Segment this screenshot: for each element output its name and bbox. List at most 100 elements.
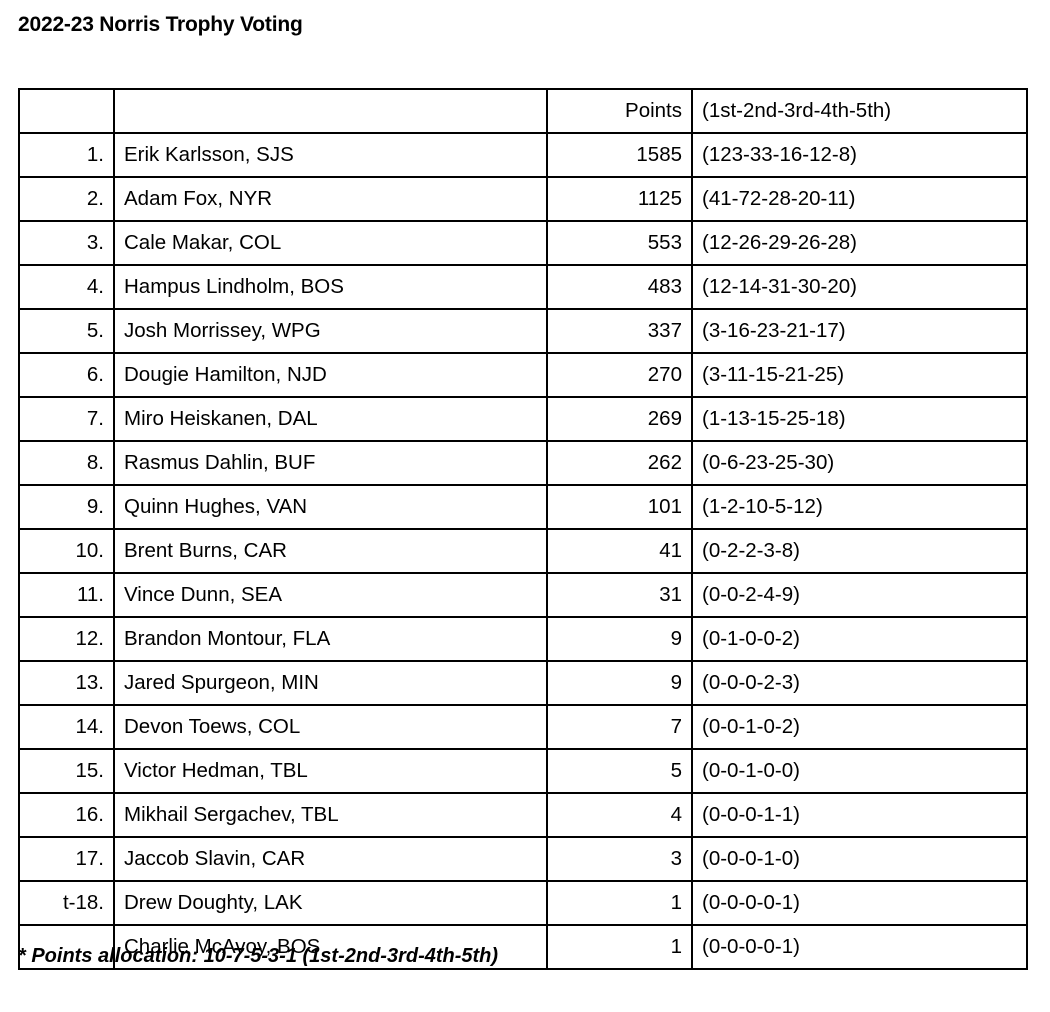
cell-player-name: Charlie McAvoy, BOS [113, 924, 548, 970]
cell-player-name: Mikhail Sergachev, TBL [113, 792, 548, 838]
cell-points: 270 [546, 352, 693, 398]
cell-player-name: Vince Dunn, SEA [113, 572, 548, 618]
column-header-points: Points [546, 88, 693, 134]
norris-trophy-voting-table: Points (1st-2nd-3rd-4th-5th) 1. Erik Karl… [18, 88, 1028, 970]
cell-rank: 12. [18, 616, 115, 662]
cell-rank: 14. [18, 704, 115, 750]
cell-points: 101 [546, 484, 693, 530]
cell-player-name: Quinn Hughes, VAN [113, 484, 548, 530]
cell-player-name: Brent Burns, CAR [113, 528, 548, 574]
cell-player-name: Miro Heiskanen, DAL [113, 396, 548, 442]
cell-vote-breakdown: (0-0-0-0-1) [691, 880, 1028, 926]
table-row: 15. Victor Hedman, TBL 5 (0-0-1-0-0) [18, 748, 1028, 794]
cell-vote-breakdown: (0-0-1-0-0) [691, 748, 1028, 794]
table-row: 10. Brent Burns, CAR 41 (0-2-2-3-8) [18, 528, 1028, 574]
cell-vote-breakdown: (1-2-10-5-12) [691, 484, 1028, 530]
table-row: t-18. Drew Doughty, LAK 1 (0-0-0-0-1) [18, 880, 1028, 926]
cell-points: 262 [546, 440, 693, 486]
cell-rank: 9. [18, 484, 115, 530]
cell-rank: 17. [18, 836, 115, 882]
table-row: 9. Quinn Hughes, VAN 101 (1-2-10-5-12) [18, 484, 1028, 530]
cell-points: 483 [546, 264, 693, 310]
cell-rank [18, 924, 115, 970]
cell-player-name: Rasmus Dahlin, BUF [113, 440, 548, 486]
cell-rank: 6. [18, 352, 115, 398]
cell-rank: 5. [18, 308, 115, 354]
cell-points: 553 [546, 220, 693, 266]
column-header-vote-breakdown: (1st-2nd-3rd-4th-5th) [691, 88, 1028, 134]
cell-points: 41 [546, 528, 693, 574]
voting-table-container: Points (1st-2nd-3rd-4th-5th) 1. Erik Karl… [18, 88, 1028, 970]
cell-rank: 3. [18, 220, 115, 266]
table-row: 5. Josh Morrissey, WPG 337 (3-16-23-21-17) [18, 308, 1028, 354]
cell-rank: 11. [18, 572, 115, 618]
cell-points: 3 [546, 836, 693, 882]
table-body: 1. Erik Karlsson, SJS 1585 (123-33-16-12-8)… [18, 132, 1028, 970]
column-header-rank [18, 88, 115, 134]
cell-rank: 1. [18, 132, 115, 178]
cell-vote-breakdown: (12-14-31-30-20) [691, 264, 1028, 310]
cell-vote-breakdown: (0-0-1-0-2) [691, 704, 1028, 750]
cell-vote-breakdown: (3-16-23-21-17) [691, 308, 1028, 354]
cell-vote-breakdown: (1-13-15-25-18) [691, 396, 1028, 442]
cell-vote-breakdown: (41-72-28-20-11) [691, 176, 1028, 222]
cell-vote-breakdown: (0-0-0-1-0) [691, 836, 1028, 882]
cell-player-name: Hampus Lindholm, BOS [113, 264, 548, 310]
cell-vote-breakdown: (0-0-0-0-1) [691, 924, 1028, 970]
cell-rank: 13. [18, 660, 115, 706]
cell-vote-breakdown: (0-2-2-3-8) [691, 528, 1028, 574]
cell-player-name: Brandon Montour, FLA [113, 616, 548, 662]
cell-points: 9 [546, 616, 693, 662]
column-header-player [113, 88, 548, 134]
cell-points: 269 [546, 396, 693, 442]
table-header-row: Points (1st-2nd-3rd-4th-5th) [18, 88, 1028, 134]
cell-player-name: Drew Doughty, LAK [113, 880, 548, 926]
table-row: 1. Erik Karlsson, SJS 1585 (123-33-16-12-8) [18, 132, 1028, 178]
cell-player-name: Erik Karlsson, SJS [113, 132, 548, 178]
cell-rank: 15. [18, 748, 115, 794]
table-row: 7. Miro Heiskanen, DAL 269 (1-13-15-25-18) [18, 396, 1028, 442]
cell-player-name: Dougie Hamilton, NJD [113, 352, 548, 398]
cell-rank: 2. [18, 176, 115, 222]
cell-rank: 7. [18, 396, 115, 442]
cell-rank: 8. [18, 440, 115, 486]
cell-vote-breakdown: (0-0-2-4-9) [691, 572, 1028, 618]
cell-player-name: Jared Spurgeon, MIN [113, 660, 548, 706]
cell-rank: t-18. [18, 880, 115, 926]
points-allocation-footnote: * Points allocation: 10-7-5-3-1 (1st-2nd… [18, 945, 499, 967]
cell-player-name: Josh Morrissey, WPG [113, 308, 548, 354]
table-row: 17. Jaccob Slavin, CAR 3 (0-0-0-1-0) [18, 836, 1028, 882]
cell-points: 1125 [546, 176, 693, 222]
cell-vote-breakdown: (0-1-0-0-2) [691, 616, 1028, 662]
table-row: 16. Mikhail Sergachev, TBL 4 (0-0-0-1-1) [18, 792, 1028, 838]
cell-rank: 16. [18, 792, 115, 838]
cell-rank: 4. [18, 264, 115, 310]
cell-player-name: Devon Toews, COL [113, 704, 548, 750]
cell-player-name: Adam Fox, NYR [113, 176, 548, 222]
cell-points: 9 [546, 660, 693, 706]
page-title: 2022-23 Norris Trophy Voting [18, 13, 303, 36]
table-row: Charlie McAvoy, BOS 1 (0-0-0-0-1) [18, 924, 1028, 970]
cell-vote-breakdown: (12-26-29-26-28) [691, 220, 1028, 266]
cell-vote-breakdown: (123-33-16-12-8) [691, 132, 1028, 178]
cell-points: 31 [546, 572, 693, 618]
cell-points: 1 [546, 924, 693, 970]
cell-points: 4 [546, 792, 693, 838]
table-row: 2. Adam Fox, NYR 1125 (41-72-28-20-11) [18, 176, 1028, 222]
cell-rank: 10. [18, 528, 115, 574]
table-row: 12. Brandon Montour, FLA 9 (0-1-0-0-2) [18, 616, 1028, 662]
cell-vote-breakdown: (3-11-15-21-25) [691, 352, 1028, 398]
table-row: 14. Devon Toews, COL 7 (0-0-1-0-2) [18, 704, 1028, 750]
table-row: 3. Cale Makar, COL 553 (12-26-29-26-28) [18, 220, 1028, 266]
cell-vote-breakdown: (0-6-23-25-30) [691, 440, 1028, 486]
table-row: 6. Dougie Hamilton, NJD 270 (3-11-15-21-25) [18, 352, 1028, 398]
cell-player-name: Victor Hedman, TBL [113, 748, 548, 794]
cell-points: 337 [546, 308, 693, 354]
cell-player-name: Cale Makar, COL [113, 220, 548, 266]
table-row: 4. Hampus Lindholm, BOS 483 (12-14-31-30-20… [18, 264, 1028, 310]
cell-vote-breakdown: (0-0-0-2-3) [691, 660, 1028, 706]
cell-points: 1585 [546, 132, 693, 178]
cell-player-name: Jaccob Slavin, CAR [113, 836, 548, 882]
table-row: 13. Jared Spurgeon, MIN 9 (0-0-0-2-3) [18, 660, 1028, 706]
